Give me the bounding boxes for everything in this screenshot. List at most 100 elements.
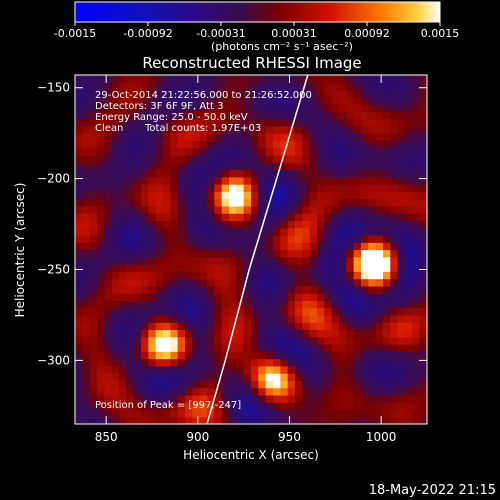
heatmap-cell bbox=[82, 278, 91, 287]
heatmap-cell bbox=[251, 75, 259, 83]
heatmap-cell bbox=[324, 314, 333, 323]
heatmap-cell bbox=[412, 125, 421, 134]
heatmap-cell bbox=[405, 300, 413, 309]
heatmap-cell bbox=[97, 96, 105, 105]
heatmap-cell bbox=[368, 234, 377, 243]
heatmap-cell bbox=[177, 176, 186, 185]
heatmap-cell bbox=[258, 82, 267, 91]
heatmap-cell bbox=[324, 184, 333, 192]
heatmap-cell bbox=[375, 234, 384, 243]
heatmap-cell bbox=[199, 285, 208, 294]
heatmap-cell bbox=[324, 351, 333, 360]
heatmap-cell bbox=[185, 322, 193, 331]
heatmap-cell bbox=[302, 373, 311, 381]
heatmap-cell bbox=[265, 89, 274, 98]
heatmap-cell bbox=[155, 293, 164, 301]
heatmap-cell bbox=[302, 387, 311, 396]
heatmap-cell bbox=[89, 184, 98, 192]
heatmap-cell bbox=[280, 89, 289, 98]
heatmap-cell bbox=[251, 387, 259, 396]
heatmap-cell bbox=[258, 373, 267, 381]
heatmap-cell bbox=[207, 358, 215, 367]
heatmap-cell bbox=[75, 227, 83, 236]
heatmap-cell bbox=[229, 154, 237, 163]
heatmap-cell bbox=[111, 234, 120, 243]
heatmap-cell bbox=[339, 307, 347, 316]
heatmap-cell bbox=[339, 96, 347, 105]
heatmap-cell bbox=[324, 154, 333, 163]
heatmap-cell bbox=[236, 140, 245, 149]
heatmap-cell bbox=[419, 184, 427, 192]
heatmap-cell bbox=[243, 169, 252, 178]
heatmap-cell bbox=[119, 82, 127, 91]
heatmap-cell bbox=[97, 380, 105, 389]
heatmap-cell bbox=[199, 336, 208, 345]
heatmap-cell bbox=[199, 322, 208, 331]
heatmap-cell bbox=[192, 176, 201, 185]
heatmap-cell bbox=[243, 140, 252, 149]
heatmap-cell bbox=[192, 293, 201, 301]
heatmap-cell bbox=[383, 314, 391, 323]
heatmap-cell bbox=[236, 227, 245, 236]
heatmap-cell bbox=[295, 394, 303, 403]
heatmap-cell bbox=[221, 104, 230, 112]
heatmap-cell bbox=[397, 96, 406, 105]
heatmap-cell bbox=[148, 111, 157, 120]
heatmap-cell bbox=[163, 293, 171, 301]
heatmap-cell bbox=[295, 169, 303, 178]
heatmap-cell bbox=[199, 365, 208, 374]
heatmap-cell bbox=[397, 133, 406, 142]
heatmap-cell bbox=[177, 242, 186, 251]
heatmap-cell bbox=[214, 147, 223, 156]
heatmap-cell bbox=[119, 111, 127, 120]
heatmap-cell bbox=[280, 416, 289, 424]
heatmap-cell bbox=[280, 82, 289, 91]
heatmap-cell bbox=[170, 300, 179, 309]
heatmap-cell bbox=[251, 271, 259, 280]
heatmap-cell bbox=[280, 104, 289, 112]
heatmap-cell bbox=[199, 416, 208, 424]
heatmap-cell bbox=[104, 314, 113, 323]
heatmap-cell bbox=[258, 278, 267, 287]
heatmap-cell bbox=[390, 256, 399, 265]
heatmap-cell bbox=[119, 380, 127, 389]
heatmap-cell bbox=[353, 147, 362, 156]
heatmap-cell bbox=[287, 344, 296, 352]
heatmap-cell bbox=[397, 213, 406, 222]
heatmap-cell bbox=[221, 234, 230, 243]
heatmap-cell bbox=[309, 242, 318, 251]
heatmap-cell bbox=[353, 205, 362, 214]
heatmap-cell bbox=[141, 285, 149, 294]
heatmap-cell bbox=[309, 154, 318, 163]
heatmap-cell bbox=[207, 344, 215, 352]
heatmap-cell bbox=[273, 75, 281, 83]
heatmap-cell bbox=[383, 387, 391, 396]
heatmap-cell bbox=[317, 198, 325, 207]
heatmap-cell bbox=[412, 394, 421, 403]
heatmap-cell bbox=[97, 285, 105, 294]
heatmap-cell bbox=[258, 213, 267, 222]
heatmap-cell bbox=[214, 322, 223, 331]
heatmap-cell bbox=[229, 82, 237, 91]
heatmap-cell bbox=[111, 125, 120, 134]
heatmap-cell bbox=[192, 162, 201, 171]
heatmap-cell bbox=[331, 307, 340, 316]
heatmap-cell bbox=[75, 220, 83, 229]
heatmap-cell bbox=[258, 89, 267, 98]
heatmap-cell bbox=[390, 133, 399, 142]
heatmap-cell bbox=[148, 351, 157, 360]
heatmap-cell bbox=[185, 278, 193, 287]
heatmap-cell bbox=[346, 89, 355, 98]
heatmap-cell bbox=[111, 191, 120, 200]
heatmap-cell bbox=[243, 125, 252, 134]
heatmap-cell bbox=[324, 402, 333, 411]
heatmap-cell bbox=[155, 154, 164, 163]
heatmap-cell bbox=[280, 176, 289, 185]
heatmap-cell bbox=[104, 198, 113, 207]
heatmap-cell bbox=[185, 89, 193, 98]
heatmap-cell bbox=[163, 373, 171, 381]
heatmap-cell bbox=[119, 147, 127, 156]
heatmap-cell bbox=[287, 293, 296, 301]
heatmap-cell bbox=[353, 387, 362, 396]
heatmap-cell bbox=[397, 314, 406, 323]
